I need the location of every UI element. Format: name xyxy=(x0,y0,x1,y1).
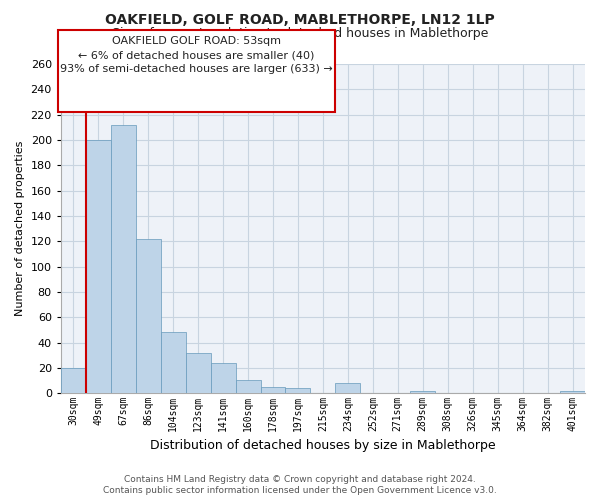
Bar xyxy=(260,387,286,393)
Y-axis label: Number of detached properties: Number of detached properties xyxy=(15,141,25,316)
Bar xyxy=(86,140,111,393)
Bar xyxy=(161,332,185,393)
Text: Contains public sector information licensed under the Open Government Licence v3: Contains public sector information licen… xyxy=(103,486,497,495)
Bar xyxy=(136,238,161,393)
Bar xyxy=(111,125,136,393)
Text: OAKFIELD, GOLF ROAD, MABLETHORPE, LN12 1LP: OAKFIELD, GOLF ROAD, MABLETHORPE, LN12 1… xyxy=(105,12,495,26)
Bar xyxy=(211,363,236,393)
Bar xyxy=(560,390,585,393)
Text: Contains HM Land Registry data © Crown copyright and database right 2024.: Contains HM Land Registry data © Crown c… xyxy=(124,475,476,484)
Text: ← 6% of detached houses are smaller (40): ← 6% of detached houses are smaller (40) xyxy=(79,50,315,60)
Bar xyxy=(61,368,86,393)
Text: 93% of semi-detached houses are larger (633) →: 93% of semi-detached houses are larger (… xyxy=(60,64,333,74)
Bar xyxy=(286,388,310,393)
Text: OAKFIELD GOLF ROAD: 53sqm: OAKFIELD GOLF ROAD: 53sqm xyxy=(112,36,281,46)
Bar xyxy=(236,380,260,393)
Bar xyxy=(185,352,211,393)
Text: Size of property relative to detached houses in Mablethorpe: Size of property relative to detached ho… xyxy=(112,28,488,40)
Bar xyxy=(335,383,361,393)
Bar xyxy=(410,390,435,393)
X-axis label: Distribution of detached houses by size in Mablethorpe: Distribution of detached houses by size … xyxy=(150,440,496,452)
